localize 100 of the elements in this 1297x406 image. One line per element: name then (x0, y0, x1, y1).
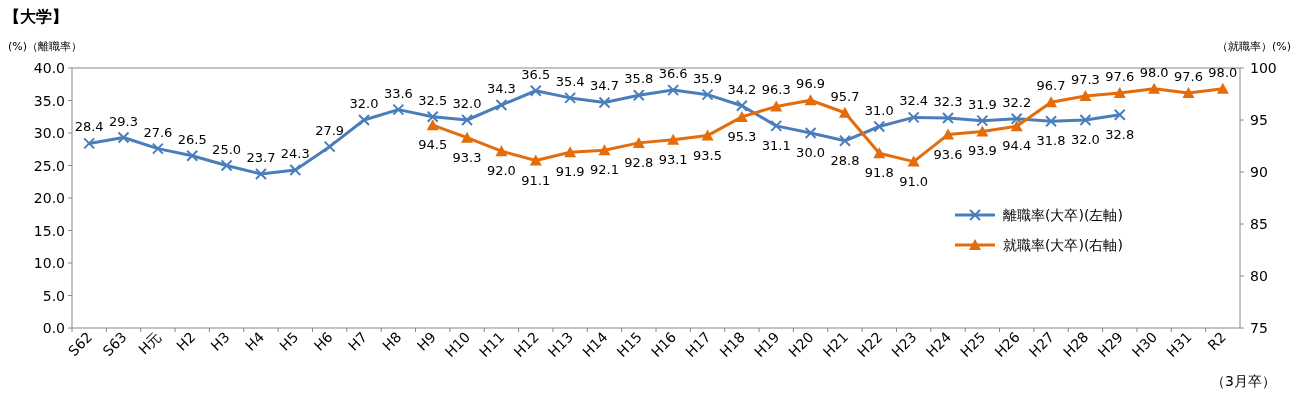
data-label: 92.0 (486, 163, 516, 179)
point (220, 159, 233, 172)
data-label: 32.2 (1002, 94, 1032, 110)
point (426, 110, 439, 123)
y-tick-label: 15.0 (33, 222, 65, 239)
point (598, 96, 611, 109)
data-label: 32.5 (418, 92, 448, 108)
point (838, 106, 851, 118)
data-label: 32.8 (1105, 126, 1135, 142)
point (1079, 114, 1092, 126)
data-label: 32.0 (1070, 132, 1100, 147)
point (701, 129, 714, 141)
data-label: 31.0 (864, 102, 894, 118)
point (461, 114, 474, 126)
data-label: 32.0 (349, 96, 379, 111)
y2-tick-label: 90 (1250, 164, 1268, 180)
x-tick-label: H8 (379, 328, 405, 354)
point (907, 155, 920, 167)
data-label: 93.6 (933, 146, 963, 162)
point (632, 136, 645, 148)
x-tick-label: H5 (276, 328, 302, 354)
data-label: 36.5 (521, 66, 551, 82)
point (735, 110, 748, 122)
data-label: 94.5 (418, 137, 448, 153)
point (83, 137, 96, 150)
point (1010, 112, 1023, 125)
y-tick-label: 35.0 (33, 92, 65, 109)
data-label: 25.0 (212, 141, 242, 157)
point (358, 114, 370, 126)
point (461, 131, 474, 143)
point (564, 146, 577, 158)
data-label: 32.4 (899, 93, 929, 109)
point (1079, 90, 1092, 102)
data-label: 32.3 (933, 94, 963, 110)
text: （3月卒） (1211, 373, 1276, 389)
point (392, 103, 405, 116)
x-tick-label: H9 (413, 328, 439, 354)
data-label: 96.9 (796, 76, 826, 92)
data-label: 92.1 (589, 162, 619, 178)
chart-title: 【大学】 (4, 7, 68, 26)
data-label: 91.0 (899, 173, 929, 189)
y2-tick-label: 85 (1250, 216, 1268, 232)
point (529, 154, 542, 166)
data-label: 93.9 (967, 143, 997, 159)
point (1113, 86, 1126, 98)
data-label: 91.8 (864, 165, 894, 181)
data-label: 35.8 (624, 71, 654, 87)
y-tick-label: 5.0 (42, 287, 65, 304)
data-label: 35.9 (693, 70, 723, 86)
data-label: 97.6 (1105, 68, 1135, 84)
point (117, 131, 130, 144)
data-label: 93.1 (658, 151, 688, 167)
x-tick-label: H4 (242, 328, 268, 354)
point (770, 100, 783, 112)
point (667, 84, 680, 97)
data-label: 95.7 (830, 88, 860, 104)
point (632, 89, 645, 102)
data-label: 34.3 (486, 81, 516, 97)
point (1113, 108, 1126, 121)
y2-tick-label: 100 (1250, 60, 1277, 76)
x-tick-label: H元 (135, 328, 164, 358)
point (323, 140, 336, 153)
y-tick-label: 0.0 (42, 320, 65, 336)
y2-axis-title: （就職率）(%) (1216, 40, 1291, 53)
data-label: 27.6 (143, 124, 173, 140)
point (942, 128, 954, 140)
data-label: 96.7 (1036, 78, 1066, 94)
point (804, 94, 817, 106)
data-label: 97.3 (1070, 72, 1100, 88)
point (1010, 120, 1023, 132)
legend-label: 就職率(大卒)(右軸) (1003, 237, 1123, 253)
data-label: 29.3 (109, 113, 139, 129)
point (735, 99, 748, 112)
point (838, 134, 851, 147)
y-tick-label: 25.0 (33, 157, 65, 174)
data-label: 93.5 (693, 147, 723, 163)
y2-tick-label: 80 (1250, 268, 1268, 284)
data-label: 26.5 (177, 131, 207, 147)
data-label: 91.1 (521, 172, 551, 188)
data-label: 24.3 (280, 146, 310, 162)
point (976, 114, 989, 127)
point (667, 133, 680, 145)
data-label: 98.0 (1139, 64, 1169, 80)
data-label: 31.9 (967, 96, 997, 112)
x-tick-label: R2 (1204, 328, 1229, 354)
y-tick-label: 20.0 (33, 190, 65, 206)
point (529, 84, 542, 97)
y-tick-label: 10.0 (33, 255, 65, 271)
data-label: 97.6 (1173, 68, 1203, 84)
point (942, 112, 954, 125)
data-label: 91.9 (555, 164, 585, 180)
data-label: 34.2 (727, 81, 757, 97)
point (254, 167, 267, 180)
point (907, 111, 920, 124)
data-label: 32.0 (452, 96, 482, 111)
point (289, 164, 302, 177)
data-label: 33.6 (383, 85, 413, 101)
legend-label: 離職率(大卒)(左軸) (1003, 207, 1123, 223)
point (701, 88, 714, 101)
y2-tick-label: 75 (1250, 320, 1268, 336)
